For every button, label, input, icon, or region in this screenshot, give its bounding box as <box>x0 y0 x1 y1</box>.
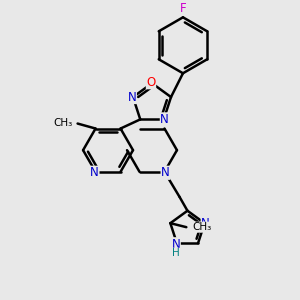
Text: N: N <box>161 166 170 179</box>
Text: H: H <box>172 248 180 258</box>
Text: N: N <box>172 238 180 251</box>
Text: N: N <box>128 91 136 103</box>
Text: CH₃: CH₃ <box>192 222 212 232</box>
Text: N: N <box>201 217 210 230</box>
Text: N: N <box>160 113 169 126</box>
Text: N: N <box>90 166 99 179</box>
Text: F: F <box>180 2 186 15</box>
Text: O: O <box>146 76 156 89</box>
Text: CH₃: CH₃ <box>53 118 73 128</box>
